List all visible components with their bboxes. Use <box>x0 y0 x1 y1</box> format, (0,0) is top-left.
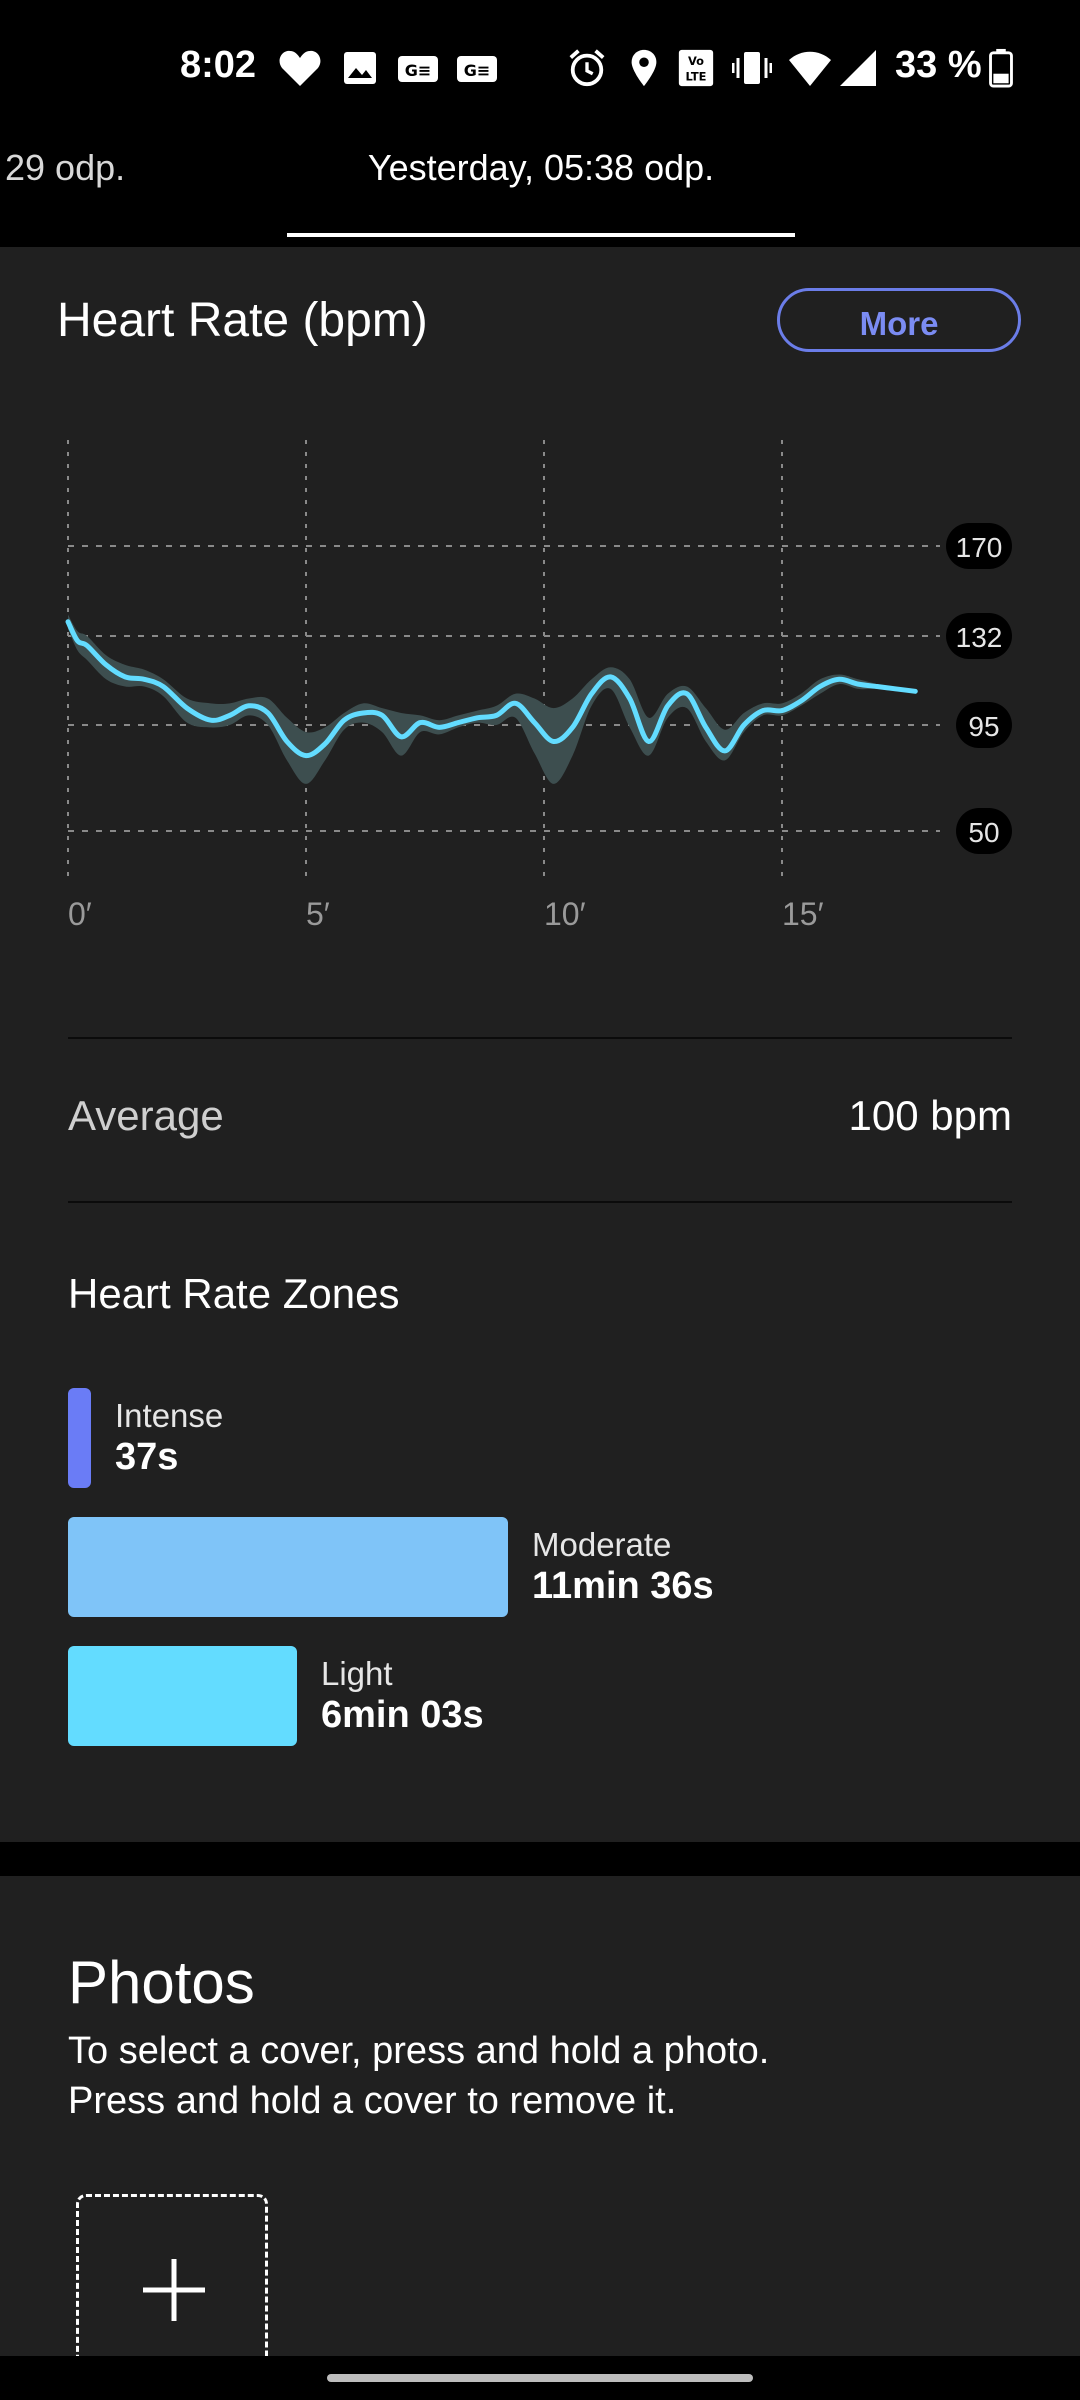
x-tick-label: 15′ <box>782 896 824 932</box>
zone-value-light: 6min 03s <box>321 1694 484 1736</box>
y-tick-badge <box>946 523 1012 569</box>
photos-help-line: To select a cover, press and hold a phot… <box>68 2030 770 2072</box>
x-tick-label: 0′ <box>68 896 92 932</box>
zone-bar-moderate <box>68 1517 508 1617</box>
home-gesture-handle[interactable] <box>327 2374 753 2382</box>
x-tick-label: 5′ <box>306 896 330 932</box>
heart-rate-chart[interactable]: 50 95 132 170 0′ 5′ 10′ 15′ <box>0 427 1080 1187</box>
tab-active-indicator <box>287 233 795 237</box>
heart-icon <box>279 50 321 86</box>
heart-rate-title: Heart Rate (bpm) <box>57 294 428 347</box>
zone-bar-intense <box>68 1388 91 1488</box>
heart-rate-range-band <box>68 614 916 784</box>
y-tick-badge <box>956 702 1012 748</box>
navigation-bar <box>0 2356 1080 2400</box>
divider <box>68 1201 1012 1203</box>
y-tick-label: 170 <box>956 532 1003 563</box>
status-bar: 8:02 G≡ G≡ Vo LTE 33 <box>0 0 1080 135</box>
divider <box>68 1037 1012 1039</box>
photos-help-text: To select a cover, press and hold a phot… <box>68 2026 1028 2126</box>
zone-label-moderate: Moderate <box>532 1526 672 1563</box>
svg-text:G≡: G≡ <box>405 61 432 80</box>
average-label: Average <box>68 1092 224 1139</box>
volte-icon: Vo LTE <box>678 49 714 87</box>
workout-tabs: 29 odp. Yesterday, 05:38 odp. <box>0 135 1080 247</box>
photos-card: Photos To select a cover, press and hold… <box>0 1876 1080 2364</box>
zone-value-intense: 37s <box>115 1436 179 1478</box>
battery-percent: 33 % <box>895 44 982 86</box>
heart-rate-line <box>65 619 918 759</box>
zone-label-light: Light <box>321 1655 393 1692</box>
svg-text:Vo: Vo <box>688 54 704 68</box>
svg-text:LTE: LTE <box>686 69 707 83</box>
ge-icon: G≡ <box>457 56 497 82</box>
zone-bar-light <box>68 1646 297 1746</box>
y-tick-badge <box>946 613 1012 659</box>
photos-title: Photos <box>68 1949 255 2016</box>
y-tick-label: 132 <box>956 622 1003 653</box>
plus-icon <box>143 2259 205 2321</box>
y-tick-label: 50 <box>968 817 999 848</box>
zones-title: Heart Rate Zones <box>68 1270 400 1317</box>
wifi-icon <box>789 51 831 86</box>
y-tick-label: 95 <box>968 711 999 742</box>
zone-value-moderate: 11min 36s <box>532 1565 714 1607</box>
image-icon <box>344 52 376 84</box>
ge-icon: G≡ <box>398 56 438 82</box>
tab-previous-workout[interactable]: 29 odp. <box>5 147 126 188</box>
add-photo-button[interactable] <box>76 2194 268 2364</box>
alarm-icon <box>569 49 605 87</box>
y-tick-badge <box>956 808 1012 854</box>
more-button[interactable]: More <box>777 288 1021 352</box>
vibrate-icon <box>732 52 772 84</box>
signal-icon <box>840 50 876 86</box>
status-time: 8:02 <box>180 44 257 86</box>
svg-text:G≡: G≡ <box>464 61 491 80</box>
heart-rate-card: Heart Rate (bpm) More 50 95 132 170 0′ 5′ 10′ 1… <box>0 247 1080 1842</box>
zone-label-intense: Intense <box>115 1397 224 1434</box>
card-separator <box>0 1842 1080 1876</box>
battery-icon <box>989 48 1013 88</box>
photos-help-line: Press and hold a cover to remove it. <box>68 2080 677 2122</box>
x-tick-label: 10′ <box>544 896 586 932</box>
location-icon <box>631 49 657 87</box>
tab-current-workout[interactable]: Yesterday, 05:38 odp. <box>367 147 715 188</box>
average-value: 100 bpm <box>848 1092 1012 1139</box>
